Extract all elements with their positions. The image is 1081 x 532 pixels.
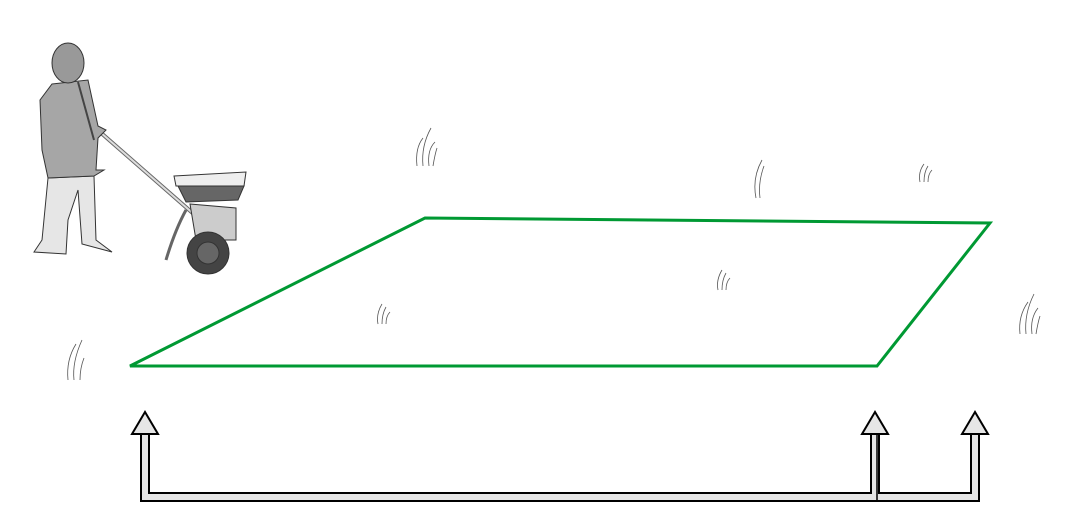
up-arrow-icon bbox=[860, 410, 890, 435]
grass-tufts bbox=[67, 127, 1041, 381]
grass-tuft-icon bbox=[377, 303, 391, 325]
lawn-area-outline bbox=[129, 216, 994, 368]
up-arrow-icon bbox=[960, 410, 990, 435]
grass-tuft-icon bbox=[416, 127, 438, 167]
grass-tuft-icon bbox=[919, 163, 933, 183]
up-arrow-icon bbox=[130, 410, 160, 435]
grass-tuft-icon bbox=[67, 339, 85, 381]
grass-tuft-icon bbox=[1019, 293, 1041, 335]
arrow-connector bbox=[140, 432, 980, 502]
grass-tuft-icon bbox=[717, 269, 731, 291]
person-with-spreader-icon bbox=[33, 42, 247, 275]
grass-tuft-icon bbox=[754, 159, 765, 199]
